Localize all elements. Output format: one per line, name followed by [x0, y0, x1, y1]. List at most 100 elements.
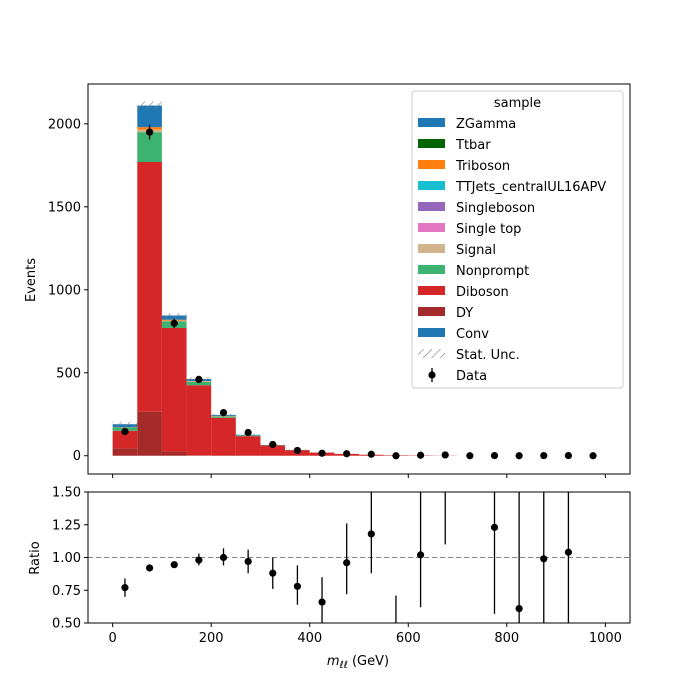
bar-diboson-2	[161, 327, 187, 452]
bar-nonprompt-4	[211, 416, 236, 418]
ratio-ytick-label-4: 1.50	[52, 486, 81, 501]
bar-diboson-3	[186, 385, 212, 456]
x-axis-label-main: m	[327, 654, 340, 669]
data-point-14	[466, 452, 474, 460]
legend-swatch-ttbar	[418, 139, 445, 148]
bar-diboson-1	[137, 162, 162, 412]
data-point-12	[416, 451, 425, 459]
bar-dy-1	[137, 411, 162, 456]
data-point-5	[244, 428, 252, 437]
legend-swatch-ttjets-centralul16apv	[418, 181, 445, 190]
legend-label-ttjets-centralul16apv: TTJets_centralUL16APV	[455, 180, 606, 195]
stat-unc-band-2	[161, 313, 187, 318]
legend-label-stat-unc-: Stat. Unc.	[456, 348, 520, 363]
ratio-ytick-label-3: 1.25	[52, 518, 81, 533]
ratio-plot: 0.50 0.75 1.00 1.25 1.50 0 200 400 600 800 1000 Ra…	[28, 486, 631, 671]
legend-label-conv: Conv	[456, 327, 489, 342]
legend-box	[411, 90, 624, 389]
ratio-ylabel: Ratio	[28, 541, 43, 574]
data-point-16	[515, 452, 523, 460]
ratio-xtick-label-5: 1000	[589, 631, 622, 646]
legend-label-dy: DY	[456, 306, 473, 321]
bar-nonprompt-3	[186, 381, 212, 386]
bar-diboson-0	[112, 430, 138, 449]
data-point-4	[219, 408, 228, 417]
legend-swatch-single-top	[418, 223, 445, 232]
main-axes: 0 500 1000 1500 2000	[48, 83, 631, 478]
main-ytick-label-2: 1000	[48, 283, 81, 298]
ratio-point-9	[343, 559, 351, 567]
x-axis-label: mℓℓ (GeV)	[327, 654, 389, 671]
data-points	[121, 124, 597, 460]
legend-title: sample	[494, 96, 541, 111]
ratio-point-15	[515, 604, 523, 613]
data-point-18	[564, 451, 573, 460]
ratio-axes: 0.50 0.75 1.00 1.25 1.50 0 200 400 600 800 1000	[52, 486, 631, 646]
ratio-xtick-label-1: 200	[199, 631, 224, 646]
data-point-15	[490, 451, 499, 460]
ratio-point-7	[293, 582, 302, 590]
legend-label-data: Data	[456, 369, 487, 384]
bar-diboson-5	[235, 436, 261, 456]
legend-swatch-triboson	[418, 160, 445, 169]
stat-unc-band-0	[112, 421, 138, 427]
ratio-xtick-label-2: 400	[297, 631, 322, 646]
ratio-point-1	[145, 564, 154, 572]
legend-swatch-dy	[418, 307, 445, 316]
ratio-ytick-label-2: 1.00	[52, 551, 81, 566]
legend-label-signal: Signal	[456, 243, 496, 258]
legend-swatch-zgamma	[418, 118, 445, 127]
ratio-point-3	[195, 556, 203, 564]
ratio-xtick-label-3: 600	[396, 631, 421, 646]
ratio-point-17	[564, 548, 573, 556]
ratio-ytick-label-1: 0.75	[52, 584, 81, 599]
bar-dy-0	[112, 448, 138, 456]
legend: sample ZGamma Ttbar Triboson TTJets_centralU…	[411, 90, 624, 389]
ratio-xtick-label-4: 800	[494, 631, 519, 646]
bar-diboson-6	[260, 445, 286, 456]
ratio-xtick-label-0: 0	[108, 631, 116, 646]
data-point-1	[145, 128, 154, 136]
x-axis-label-unit: (GeV)	[348, 654, 389, 669]
stacked-bars	[112, 105, 458, 456]
ratio-point-16	[540, 555, 548, 563]
data-point-2	[170, 319, 178, 327]
legend-label-nonprompt: Nonprompt	[456, 264, 529, 279]
ratio-ytick-label-0: 0.50	[52, 617, 81, 632]
x-axis-label-sub: ℓℓ	[340, 660, 348, 671]
main-plot: 0 500 1000 1500 2000 Events sample ZGamma Ttba…	[24, 83, 631, 478]
ratio-points	[121, 492, 573, 623]
data-point-9	[343, 450, 351, 458]
ratio-point-5	[244, 557, 252, 566]
legend-marker-data	[428, 371, 436, 379]
legend-swatch-singleboson	[418, 202, 445, 211]
main-ytick-label-1: 500	[56, 366, 81, 381]
legend-swatch-diboson	[418, 286, 445, 295]
legend-label-ttbar: Ttbar	[455, 138, 491, 153]
bar-dy-2	[161, 451, 187, 456]
ratio-point-8	[318, 598, 326, 606]
data-point-0	[121, 427, 129, 436]
legend-label-triboson: Triboson	[455, 159, 510, 174]
stat-unc-band-1	[137, 101, 162, 110]
legend-label-diboson: Diboson	[456, 285, 509, 300]
data-point-7	[293, 446, 302, 455]
legend-swatch-stat-unc-	[418, 349, 445, 358]
data-point-8	[318, 449, 326, 457]
ratio-point-4	[219, 553, 228, 562]
ratio-point-0	[121, 584, 129, 592]
data-point-17	[540, 451, 548, 460]
legend-swatch-nonprompt	[418, 265, 445, 274]
bar-zgamma-1	[137, 105, 162, 128]
data-point-19	[589, 452, 597, 460]
legend-label-single-top: Single top	[456, 222, 521, 237]
data-point-11	[392, 452, 400, 460]
main-ylabel: Events	[24, 258, 39, 302]
legend-swatch-signal	[418, 244, 445, 253]
data-point-6	[269, 440, 277, 449]
legend-swatch-conv	[418, 328, 445, 337]
ratio-point-2	[170, 561, 178, 569]
main-axes-frame	[87, 83, 631, 475]
bar-diboson-4	[211, 417, 236, 456]
legend-label-zgamma: ZGamma	[456, 117, 516, 132]
